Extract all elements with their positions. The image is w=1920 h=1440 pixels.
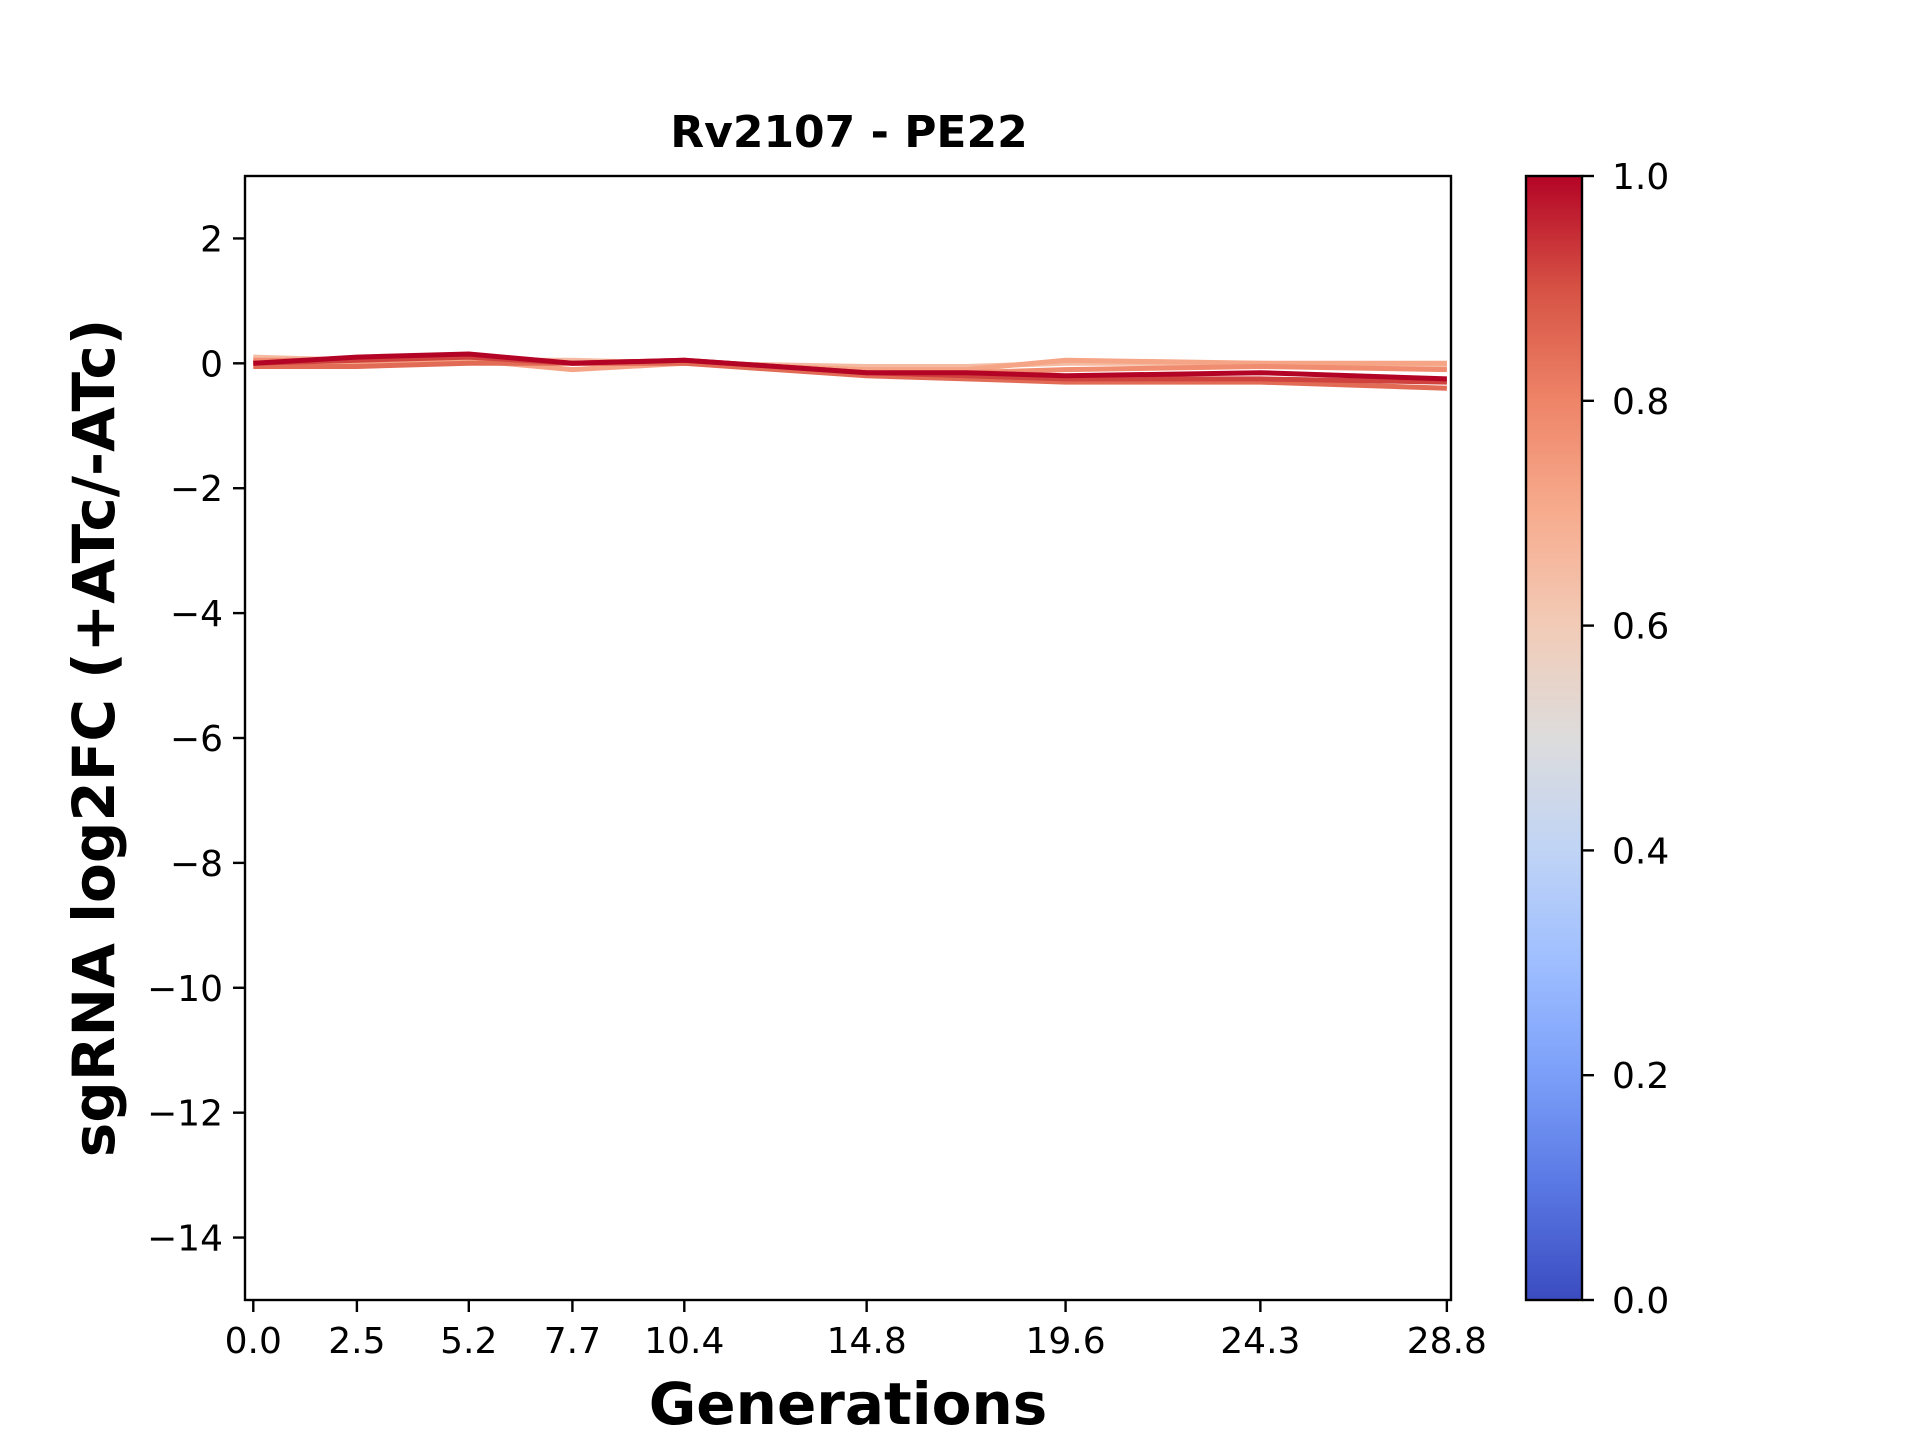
colorbar-ticks: 0.0 0.2 0.4 0.6 0.8 1.0 <box>1582 157 1669 1322</box>
colorbar-tick-label: 0.6 <box>1612 607 1669 648</box>
x-tick-label: 28.8 <box>1407 1321 1487 1362</box>
series-layer <box>253 351 1447 391</box>
y-tick-label: −10 <box>147 969 223 1010</box>
x-tick-label: 7.7 <box>544 1321 601 1362</box>
colorbar-tick-label: 0.2 <box>1612 1056 1669 1097</box>
y-tick-label: −6 <box>170 719 223 760</box>
x-tick-label: 2.5 <box>328 1321 385 1362</box>
x-tick-label: 24.3 <box>1220 1321 1300 1362</box>
y-tick-label: −14 <box>147 1219 223 1260</box>
axes-frame <box>243 174 1453 1302</box>
colorbar-gradient <box>1524 174 1584 1302</box>
y-tick-label: 2 <box>200 219 223 260</box>
chart-title: Rv2107 - PE22 <box>670 107 1027 158</box>
y-axis-ticks: 2 0 −2 −4 −6 −8 −10 −12 −14 <box>147 219 245 1260</box>
y-tick-label: −4 <box>170 594 223 635</box>
colorbar-tick-label: 1.0 <box>1612 157 1669 198</box>
y-tick-label: −2 <box>170 469 223 510</box>
x-axis-ticks: 0.0 2.5 5.2 7.7 10.4 14.8 19.6 24.3 28.8 <box>225 1300 1487 1362</box>
series-line-6 <box>253 351 1447 382</box>
colorbar-tick-label: 0.8 <box>1612 382 1669 423</box>
y-tick-label: −12 <box>147 1094 223 1135</box>
x-tick-label: 10.4 <box>644 1321 724 1362</box>
colorbar: 0.0 0.2 0.4 0.6 0.8 1.0 <box>1524 157 1669 1322</box>
colorbar-tick-label: 0.0 <box>1612 1281 1669 1322</box>
colorbar-tick-label: 0.4 <box>1612 831 1669 872</box>
x-tick-label: 14.8 <box>827 1321 907 1362</box>
y-tick-label: 0 <box>200 344 223 385</box>
x-tick-label: 0.0 <box>225 1321 282 1362</box>
x-tick-label: 5.2 <box>440 1321 497 1362</box>
plot-area: 0.0 2.5 5.2 7.7 10.4 14.8 19.6 24.3 28.8 2 0 −2 −4 −… <box>147 174 1487 1362</box>
x-axis-label: Generations <box>649 1370 1048 1438</box>
series-line-4 <box>253 360 1447 391</box>
y-axis-label: sgRNA log2FC (+ATc/-ATc) <box>60 319 128 1157</box>
y-tick-label: −8 <box>170 844 223 885</box>
x-tick-label: 19.6 <box>1025 1321 1105 1362</box>
